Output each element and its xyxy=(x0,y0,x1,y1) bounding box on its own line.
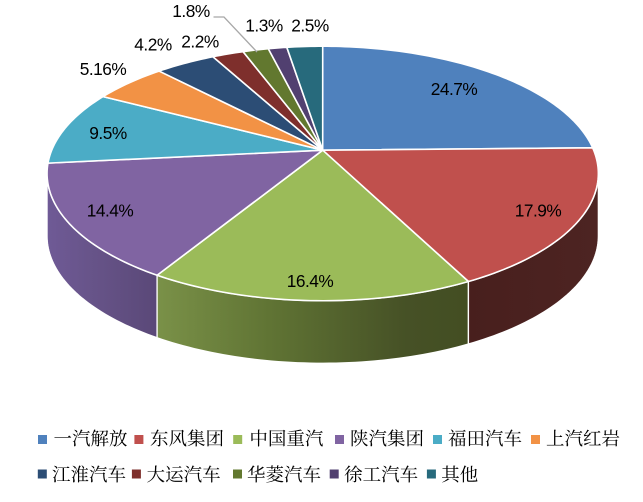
svg-text:1.8%: 1.8% xyxy=(172,1,210,21)
svg-text:14.4%: 14.4% xyxy=(87,201,134,221)
svg-text:5.16%: 5.16% xyxy=(80,59,127,79)
svg-text:16.4%: 16.4% xyxy=(287,271,334,291)
svg-text:1.3%: 1.3% xyxy=(245,16,283,36)
svg-text:2.5%: 2.5% xyxy=(291,16,329,36)
svg-text:24.7%: 24.7% xyxy=(431,79,478,99)
svg-text:9.5%: 9.5% xyxy=(89,123,127,143)
svg-text:2.2%: 2.2% xyxy=(181,32,219,52)
svg-text:4.2%: 4.2% xyxy=(134,35,172,55)
svg-text:17.9%: 17.9% xyxy=(515,201,562,221)
